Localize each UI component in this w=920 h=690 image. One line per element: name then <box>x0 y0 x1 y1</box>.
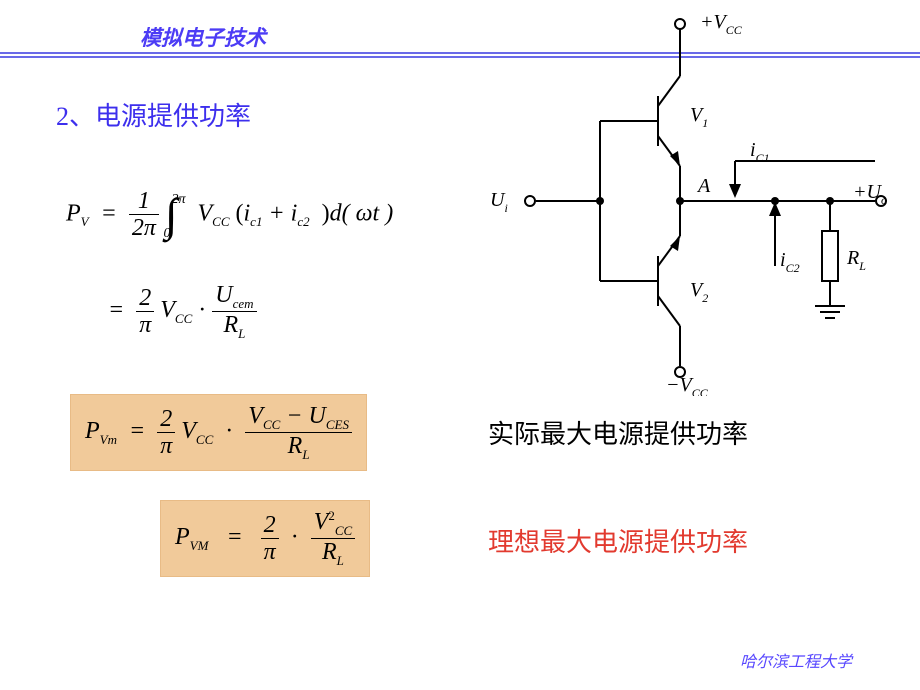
svg-text:−VCC: −VCC <box>666 374 709 396</box>
pv-coef-frac: 1 2π <box>129 188 159 242</box>
pvmi-den: R <box>322 539 337 565</box>
pvres-frac: Ucem RL <box>212 282 256 341</box>
pvma-lhs-sub: Vm <box>100 432 117 447</box>
minus: − <box>280 403 308 429</box>
plus: + <box>262 200 290 226</box>
paren-close: ) <box>322 200 330 226</box>
ic2-sub: C2 <box>786 261 800 275</box>
svg-text:iC2: iC2 <box>780 249 800 275</box>
label-actual: 实际最大电源提供功率 <box>488 414 748 451</box>
rl-sub: L <box>858 259 866 273</box>
svg-text:V1: V1 <box>690 104 708 130</box>
vcc-var: V <box>197 200 212 226</box>
uo-sub: o <box>881 193 887 207</box>
pvma-den-sub: L <box>302 447 309 462</box>
vcc-neg: −V <box>666 374 694 396</box>
pvma-vcc-sub: CC <box>196 432 213 447</box>
pvma-num-b: U <box>308 403 325 429</box>
pvma-den: R <box>288 433 303 459</box>
pvma-num-a: V <box>248 403 263 429</box>
pvmi-num-var: V <box>314 509 329 535</box>
int-upper: 2π <box>171 193 185 207</box>
pvres-num-var: U <box>215 282 232 308</box>
pvres-den-sub: L <box>238 326 245 341</box>
ic1-sub: C1 <box>756 151 770 165</box>
v2-sub: 2 <box>702 291 708 305</box>
svg-text:Ui: Ui <box>490 189 508 215</box>
pvres-vcc: V <box>160 297 175 323</box>
equation-pvm-ideal: PVM = 2 π · V2CC RL <box>160 500 370 577</box>
pv-lhs-sub: V <box>81 214 89 229</box>
diff: d( ωt ) <box>330 200 394 226</box>
pvres-coef-den: π <box>136 312 154 338</box>
pvres-num-sub: cem <box>233 296 254 311</box>
pvres-coef-frac: 2 π <box>136 285 154 339</box>
pvres-coef-num: 2 <box>136 285 154 312</box>
footer-university: 哈尔滨工程大学 <box>740 648 852 672</box>
equation-pv-result: = 2 π VCC · Ucem RL <box>108 282 257 341</box>
pvres-den-var: R <box>223 312 238 338</box>
dot: · <box>198 297 206 323</box>
section-title: 2、电源提供功率 <box>56 96 251 133</box>
dot2: · <box>225 418 233 444</box>
vcc-pos-sub: CC <box>726 23 743 37</box>
int-lower: 0 <box>163 227 177 241</box>
pvma-vcc: V <box>181 418 196 444</box>
node-a: A <box>696 175 711 197</box>
pvma-lhs: P <box>85 418 100 444</box>
pvmi-lhs: P <box>175 524 190 550</box>
pvmi-lhs-sub: VM <box>190 538 209 553</box>
pv-coef-den: 2π <box>129 215 159 241</box>
svg-text:V2: V2 <box>690 279 708 305</box>
pvmi-frac: V2CC RL <box>311 509 356 568</box>
pvres-vcc-sub: CC <box>175 311 192 326</box>
dot3: · <box>291 524 299 550</box>
svg-text:+Uo: +Uo <box>853 181 887 207</box>
integral-limits: 2π0 <box>177 201 191 229</box>
course-title: 模拟电子技术 <box>140 22 266 52</box>
v1-sub: 1 <box>702 116 708 130</box>
i2-sub: c2 <box>297 214 309 229</box>
rl: R <box>846 247 859 269</box>
pvmi-num-sup: 2 <box>328 508 335 523</box>
svg-text:+VCC: +VCC <box>700 11 743 37</box>
svg-text:RL: RL <box>846 247 866 273</box>
pv-lhs-var: P <box>66 200 81 226</box>
pvma-num-b-sub: CES <box>326 417 349 432</box>
pvma-coef: 2 π <box>157 406 175 460</box>
pvmi-den-sub: L <box>337 553 344 568</box>
pvmi-coef-den: π <box>261 539 279 565</box>
pvma-frac: VCC − UCES RL <box>245 403 352 462</box>
pv-coef-num: 1 <box>129 188 159 215</box>
pvma-num-a-sub: CC <box>263 417 280 432</box>
vcc-pos: +V <box>700 11 728 33</box>
equation-pv-integral: PV = 1 2π ∫2π0 VCC (ic1 + ic2 )d( ωt ) <box>66 188 393 242</box>
section-number: 2、 <box>56 102 95 131</box>
pvmi-num-sub: CC <box>335 523 352 538</box>
label-ideal: 理想最大电源提供功率 <box>488 522 748 559</box>
pvma-coef-num: 2 <box>157 406 175 433</box>
vcc-sub: CC <box>212 214 229 229</box>
pvma-coef-den: π <box>157 433 175 459</box>
ui-sub: i <box>504 201 507 215</box>
vcc-neg-sub: CC <box>692 386 709 396</box>
circuit-diagram: +VCC −VCC V1 V2 Ui A +Uo RL iC1 iC2 <box>480 6 900 396</box>
section-name: 电源提供功率 <box>95 102 251 131</box>
i1-sub: c1 <box>250 214 262 229</box>
equation-pvm-actual: PVm = 2 π VCC · VCC − UCES RL <box>70 394 367 471</box>
paren-open: ( <box>236 200 244 226</box>
pvmi-coef-num: 2 <box>261 512 279 539</box>
uo: +U <box>853 181 882 203</box>
pvmi-coef: 2 π <box>261 512 279 566</box>
